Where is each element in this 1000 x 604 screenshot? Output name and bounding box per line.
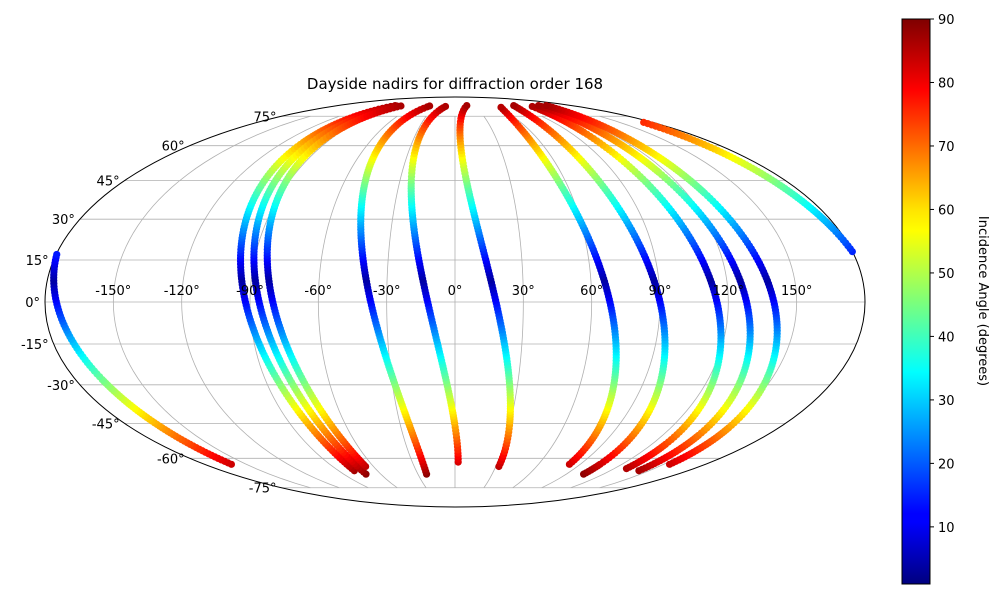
data-point bbox=[534, 101, 543, 110]
y-tick-label: -15° bbox=[21, 338, 49, 353]
grid-meridian bbox=[512, 115, 593, 489]
y-tick-label: -75° bbox=[249, 482, 277, 497]
grid-meridian bbox=[181, 115, 340, 489]
colorbar-tick-label: 60 bbox=[938, 203, 955, 218]
x-tick-label: -30° bbox=[373, 284, 401, 299]
y-tick-label: 45° bbox=[97, 175, 120, 190]
data-point bbox=[53, 250, 61, 259]
data-point bbox=[397, 102, 405, 110]
orbit-track-4 bbox=[263, 102, 405, 471]
colorbar-tick-label: 70 bbox=[938, 140, 955, 155]
colorbar-tick-label: 30 bbox=[938, 394, 955, 409]
colorbar: 10 20 30 40 50 60 70 80 90 Incidence Angle (degr… bbox=[901, 13, 990, 585]
y-tick-label: 75° bbox=[253, 110, 276, 125]
x-tick-label: -90° bbox=[236, 284, 264, 299]
grid-meridian bbox=[570, 115, 729, 489]
data-point bbox=[640, 118, 648, 126]
x-tick-label: 30° bbox=[512, 284, 535, 299]
points-layer bbox=[50, 101, 856, 478]
colorbar-tick-label: 20 bbox=[938, 457, 955, 472]
x-tick-label: -150° bbox=[95, 284, 131, 299]
orbit-track-6 bbox=[407, 102, 462, 466]
data-point bbox=[542, 101, 550, 110]
x-tick-label: -120° bbox=[164, 284, 200, 299]
colorbar-tick-label: 80 bbox=[938, 77, 955, 92]
map-boundary bbox=[44, 96, 866, 508]
y-tick-label: -60° bbox=[157, 452, 185, 467]
orbit-track-11 bbox=[534, 101, 754, 475]
colorbar-label: Incidence Angle (degrees) bbox=[975, 216, 990, 386]
grid-meridian bbox=[317, 115, 398, 489]
orbit-track-5 bbox=[357, 102, 434, 478]
orbit-track-8 bbox=[497, 103, 620, 468]
colorbar-tick-label: 40 bbox=[938, 330, 955, 345]
x-tick-label: 90° bbox=[648, 284, 671, 299]
y-tick-label: 15° bbox=[26, 254, 49, 269]
x-tick-label: 0° bbox=[448, 284, 463, 299]
chart-title: Dayside nadirs for diffraction order 168 bbox=[307, 75, 603, 93]
x-tick-label: -60° bbox=[304, 284, 332, 299]
colorbar-ticks: 10 20 30 40 50 60 70 80 90 bbox=[930, 13, 955, 536]
grid-meridian bbox=[386, 116, 427, 488]
data-point bbox=[497, 103, 505, 111]
orbit-track-10 bbox=[528, 102, 725, 473]
x-tick-label: 120° bbox=[713, 284, 744, 299]
colorbar-tick-label: 50 bbox=[938, 267, 955, 282]
data-point bbox=[441, 102, 450, 111]
colorbar-tick-label: 10 bbox=[938, 521, 955, 536]
data-point bbox=[528, 102, 536, 111]
orbit-track-1 bbox=[50, 118, 856, 468]
x-tick-label: 150° bbox=[781, 284, 812, 299]
y-tick-label: 30° bbox=[52, 213, 75, 228]
data-point bbox=[426, 102, 434, 110]
grid-meridian bbox=[112, 115, 311, 489]
data-point bbox=[463, 101, 471, 110]
orbit-track-12 bbox=[542, 101, 781, 468]
y-tick-label: -45° bbox=[92, 417, 120, 432]
x-tick-label: 60° bbox=[580, 284, 603, 299]
orbit-track-9 bbox=[510, 101, 669, 478]
grid-layer bbox=[45, 115, 865, 489]
orbit-track-3 bbox=[250, 102, 401, 478]
orbit-track-7 bbox=[456, 101, 515, 471]
data-point bbox=[510, 101, 518, 110]
grid-meridian bbox=[249, 115, 369, 489]
y-tick-label: 60° bbox=[162, 140, 185, 155]
colorbar-gradient bbox=[901, 18, 931, 585]
ticks-layer: -150° -120° -90° -60° -30° 0° 30° 60° 90° 120° 150… bbox=[21, 110, 812, 496]
y-tick-label: -30° bbox=[47, 379, 75, 394]
colorbar-tick-label: 90 bbox=[938, 13, 955, 28]
y-tick-label: 0° bbox=[25, 296, 40, 311]
